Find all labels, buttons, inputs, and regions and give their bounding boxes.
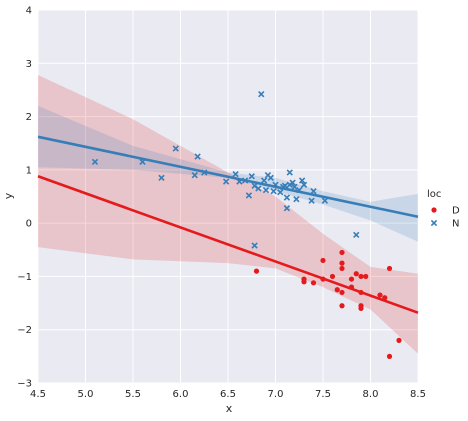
legend-label-N: N (452, 219, 459, 230)
data-point-N (270, 188, 277, 195)
data-point-N (248, 173, 255, 180)
data-point-N (260, 177, 268, 184)
data-point-N (191, 172, 198, 179)
data-point-N (298, 177, 306, 184)
data-point-N (241, 177, 249, 184)
data-point-N (300, 181, 308, 188)
data-point-N (353, 231, 360, 239)
y-tick-label: 3 (26, 59, 32, 70)
data-points (91, 91, 402, 359)
data-point-N (277, 189, 284, 196)
legend-marker-D (431, 207, 437, 213)
data-point-N (158, 174, 165, 182)
data-point-D (382, 295, 388, 301)
data-point-D (358, 289, 364, 296)
legend-marker-N (430, 219, 438, 227)
y-tick-label: 4 (26, 6, 32, 17)
data-point-D (339, 249, 345, 256)
data-point-D (353, 271, 359, 277)
data-point-N (236, 178, 243, 185)
data-point-N (289, 179, 296, 186)
data-point-N (91, 158, 99, 166)
confidence-band-N (38, 105, 418, 242)
data-point-D (377, 292, 383, 298)
data-point-N (293, 195, 300, 203)
legend-title: loc (427, 189, 441, 200)
confidence-bands (38, 75, 418, 354)
x-tick-label: 5.5 (125, 389, 141, 400)
data-point-N (286, 169, 293, 176)
data-point-N (194, 153, 201, 160)
data-point-D (334, 287, 340, 293)
y-axis-title: y (2, 192, 15, 199)
x-tick-label: 6.0 (173, 389, 189, 400)
data-point-D (386, 353, 393, 359)
data-point-D (396, 337, 402, 343)
regression-line-N (37, 135, 419, 219)
x-axis-ticks: 4.5 5.0 5.5 6.0 6.5 7.0 7.5 8.0 8.5 (30, 389, 426, 400)
data-point-D (363, 273, 369, 280)
data-point-N (262, 186, 270, 194)
data-point-D (310, 280, 317, 286)
y-axis-ticks: −3 −2 −1 0 1 2 3 4 (17, 6, 32, 390)
data-point-N (172, 145, 179, 152)
y-tick-label: −2 (17, 325, 32, 336)
legend-label-D: D (452, 206, 460, 217)
data-point-N (308, 197, 315, 204)
data-point-D (339, 289, 345, 296)
data-point-D (320, 257, 326, 264)
y-tick-label: −3 (17, 379, 32, 390)
data-point-D (339, 265, 345, 272)
y-tick-label: −1 (17, 272, 32, 283)
y-tick-label: 0 (26, 219, 32, 230)
x-axis-title: x (226, 402, 233, 415)
data-point-D (329, 273, 336, 280)
regression-lines (37, 135, 419, 314)
data-point-D (348, 276, 355, 282)
y-tick-label: 2 (26, 112, 32, 123)
data-point-D (339, 260, 345, 266)
grid (37, 9, 419, 384)
x-tick-label: 7.0 (268, 389, 284, 400)
data-point-D (386, 265, 393, 272)
data-point-N (258, 91, 265, 98)
data-point-N (281, 182, 289, 190)
data-point-D (358, 305, 364, 311)
legend: loc DN (427, 189, 460, 230)
x-tick-label: 8.5 (410, 389, 426, 400)
data-point-D (253, 268, 260, 274)
data-point-N (251, 182, 258, 190)
data-point-N (222, 178, 230, 185)
data-point-N (139, 158, 146, 166)
x-tick-label: 8.0 (363, 389, 379, 400)
y-tick-label: 1 (26, 165, 32, 176)
x-tick-label: 6.5 (220, 389, 236, 400)
data-point-N (321, 197, 329, 204)
x-tick-label: 4.5 (30, 389, 46, 400)
data-point-N (283, 194, 291, 201)
data-point-N (296, 186, 303, 194)
data-point-N (255, 185, 262, 192)
data-point-D (339, 303, 345, 309)
data-point-N (201, 169, 208, 176)
data-point-N (283, 205, 291, 212)
data-point-N (245, 192, 253, 199)
data-point-N (267, 174, 274, 182)
regression-line-D (37, 175, 419, 314)
data-point-D (301, 279, 307, 285)
data-point-N (310, 188, 317, 195)
data-point-N (232, 170, 239, 178)
data-point-N (251, 242, 258, 249)
data-point-D (320, 276, 326, 282)
x-tick-label: 7.5 (315, 389, 331, 400)
confidence-band-D (38, 75, 418, 354)
data-point-N (272, 181, 279, 188)
data-point-N (291, 183, 298, 191)
x-tick-label: 5.0 (78, 389, 94, 400)
data-point-D (358, 273, 364, 280)
data-point-D (348, 284, 355, 290)
